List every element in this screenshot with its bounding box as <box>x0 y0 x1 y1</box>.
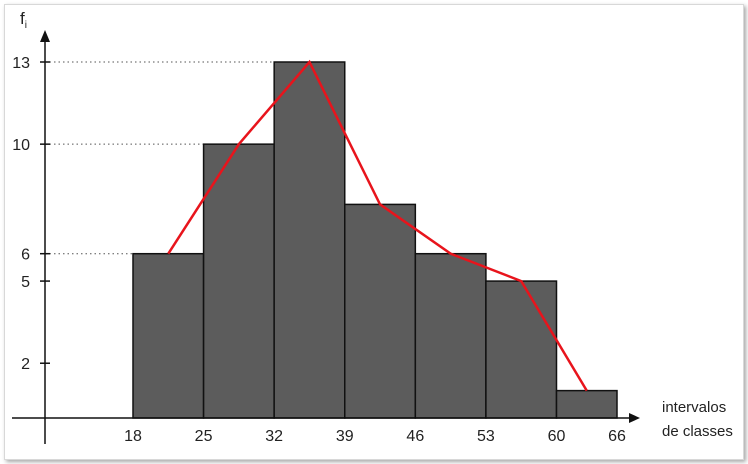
y-axis-label: fi <box>20 9 27 31</box>
x-axis-arrow <box>629 413 640 423</box>
histogram-bar-1 <box>132 252 205 419</box>
y-axis-arrow <box>40 30 50 42</box>
x-tick-label-18: 18 <box>124 428 142 445</box>
histogram-bar-7 <box>555 389 618 419</box>
y-tick-label-5: 5 <box>21 274 30 291</box>
x-tick-label-25: 25 <box>195 428 213 445</box>
histogram-bar-4 <box>344 203 417 419</box>
frequency-polygon <box>167 59 588 392</box>
dotted-guides <box>45 61 275 255</box>
x-tick-label-32: 32 <box>265 428 283 445</box>
x-ticks: 18 25 32 39 46 53 60 66 <box>124 428 626 445</box>
x-axis-label-line1: intervalos <box>662 399 726 416</box>
x-tick-label-66: 66 <box>608 428 626 445</box>
axes <box>12 30 640 444</box>
histogram-bar-5 <box>414 252 487 419</box>
x-tick-label-60: 60 <box>548 428 566 445</box>
y-tick-label-13: 13 <box>12 55 30 72</box>
y-ticks: 2 5 6 10 13 <box>12 55 50 373</box>
y-tick-label-6: 6 <box>21 247 30 264</box>
x-axis-label-line2: de classes <box>662 423 733 440</box>
x-tick-label-53: 53 <box>477 428 495 445</box>
histogram-bar-3 <box>273 61 346 419</box>
histogram-bar-2 <box>202 143 275 419</box>
y-tick-label-10: 10 <box>12 137 30 154</box>
histogram-bar-6 <box>485 280 558 419</box>
histogram-bars <box>132 61 618 419</box>
x-tick-label-46: 46 <box>406 428 424 445</box>
x-tick-label-39: 39 <box>336 428 354 445</box>
y-tick-label-2: 2 <box>21 356 30 373</box>
